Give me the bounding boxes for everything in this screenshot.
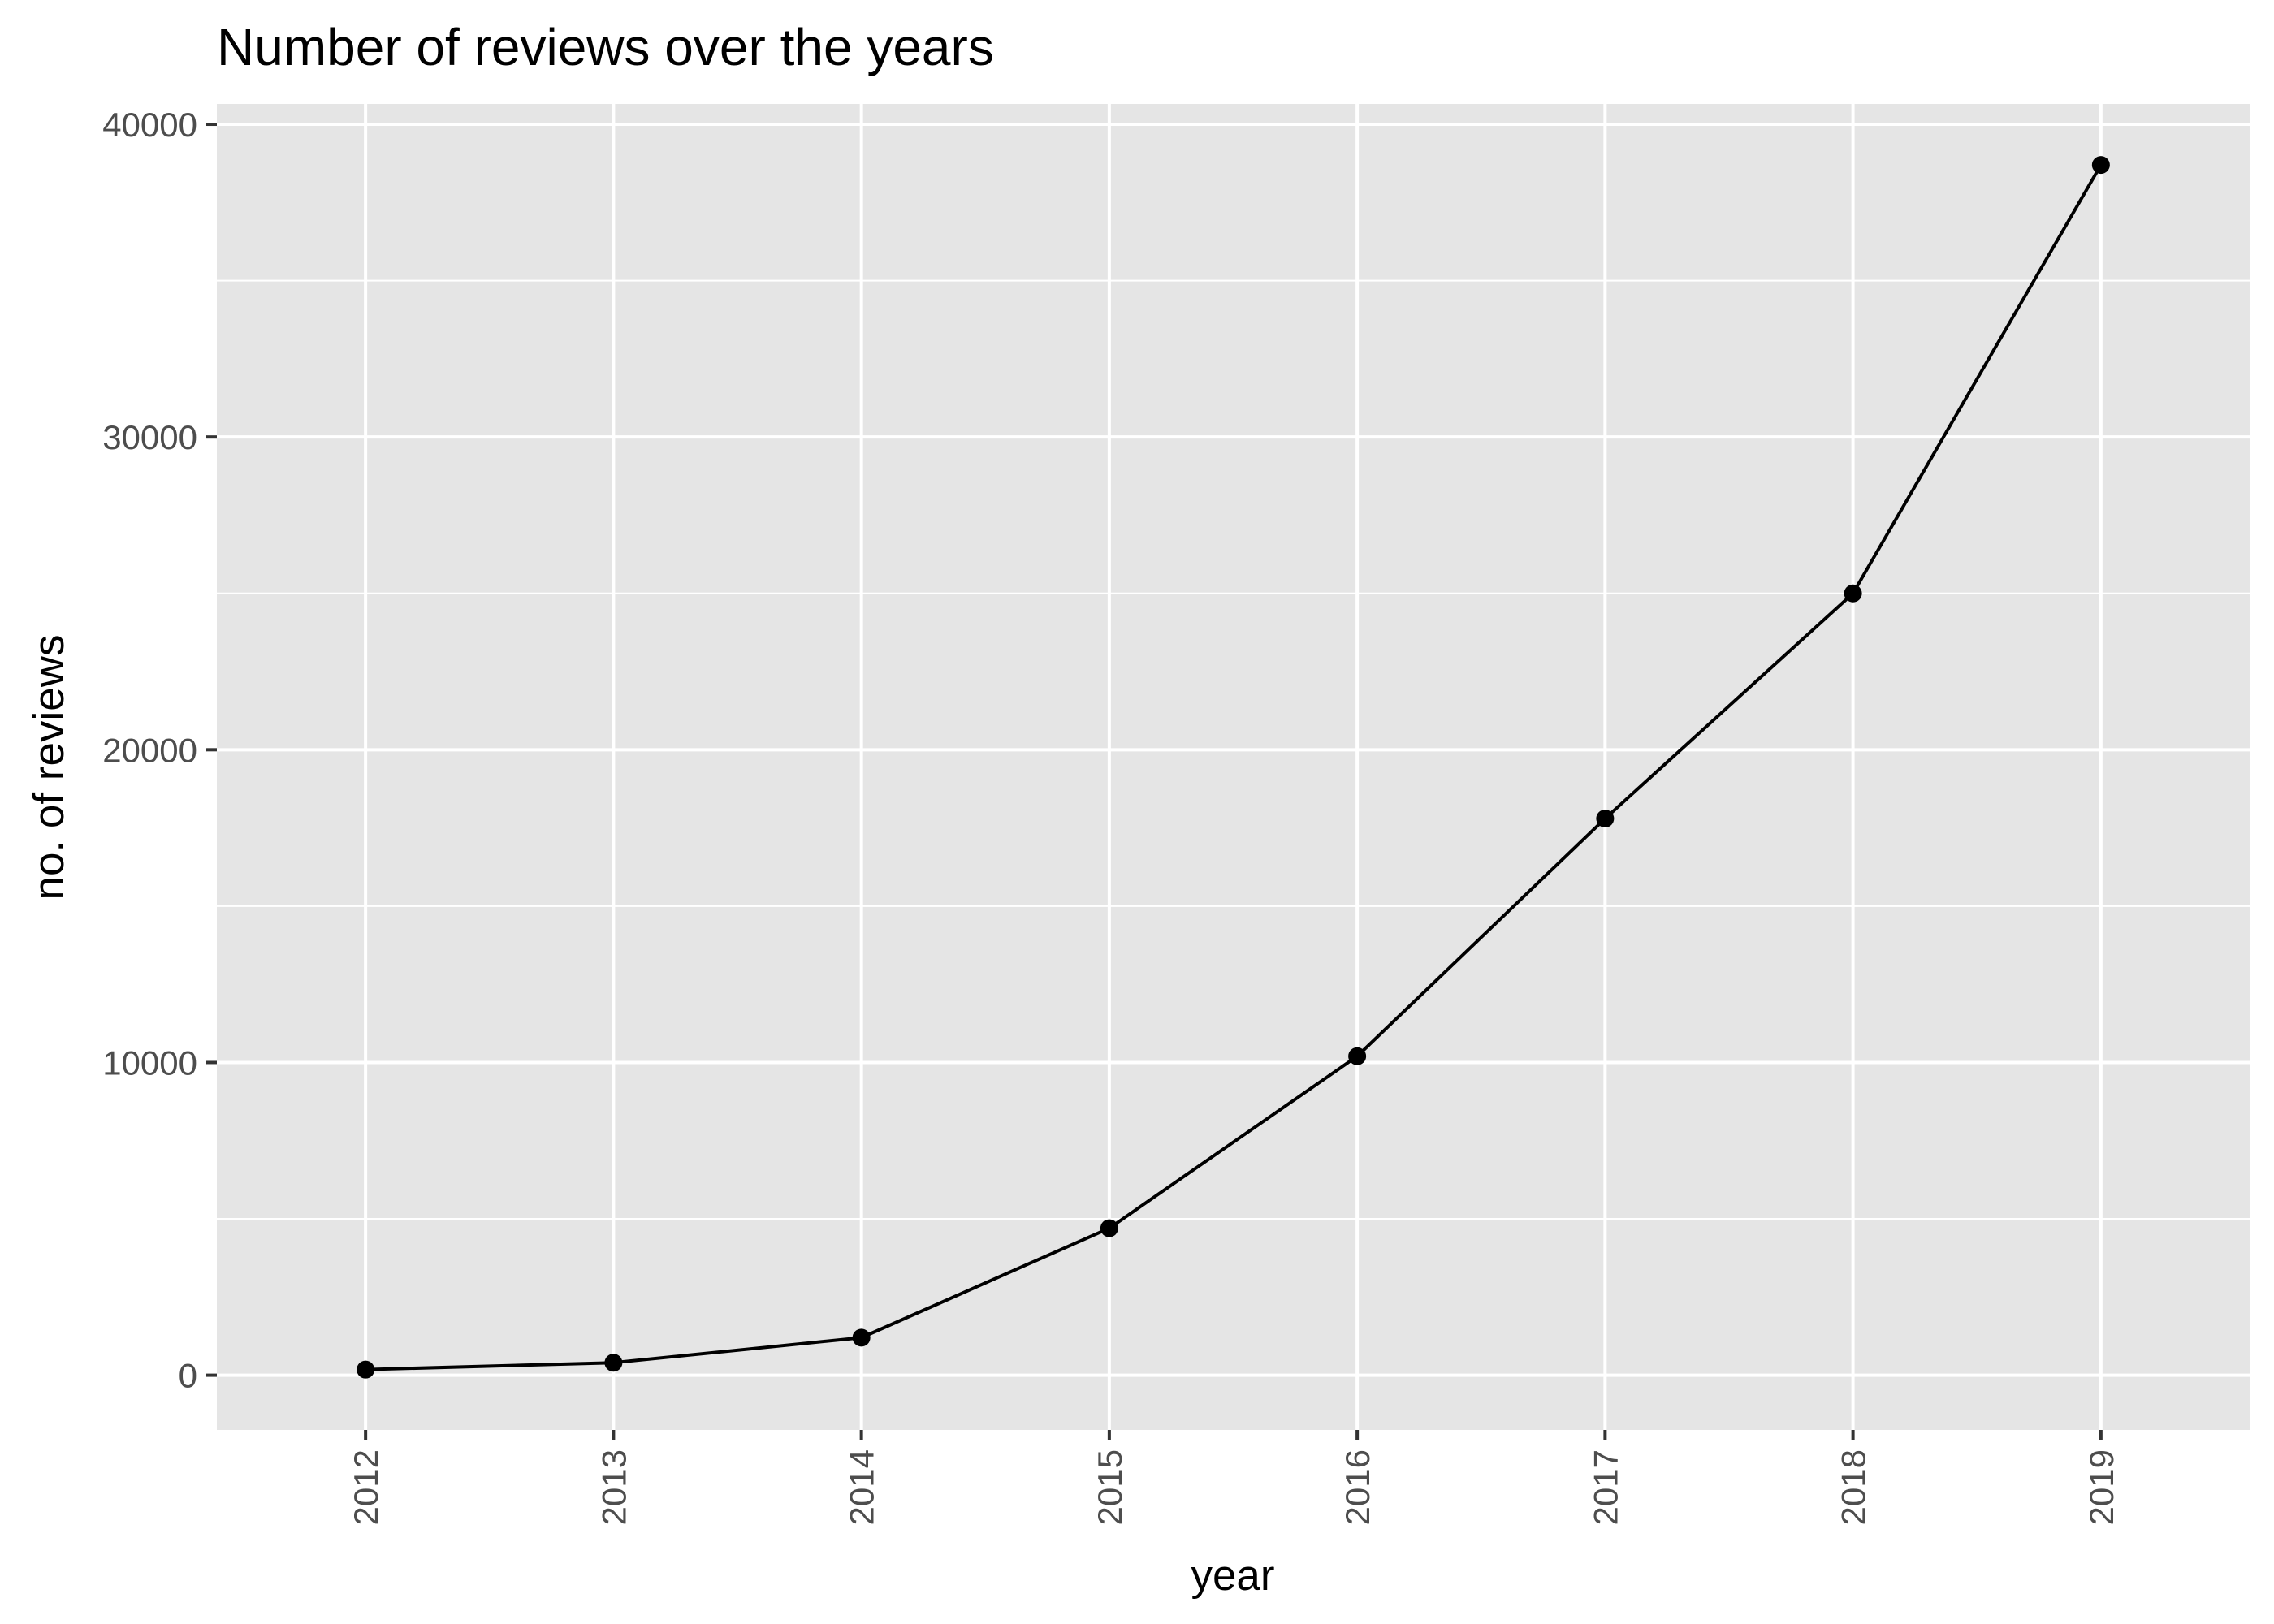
y-tick-labels: 0 10000 20000 30000 40000 xyxy=(102,106,197,1395)
data-point xyxy=(2091,156,2110,175)
plot-panel xyxy=(217,104,2250,1430)
y-tick-label: 0 xyxy=(179,1357,197,1395)
data-point xyxy=(604,1354,623,1372)
x-tick-label: 2015 xyxy=(1091,1449,1129,1525)
x-tick-label: 2019 xyxy=(2082,1449,2121,1525)
data-point xyxy=(1596,810,1615,828)
data-point xyxy=(357,1360,375,1379)
y-tick-label: 10000 xyxy=(102,1043,197,1082)
series-line xyxy=(365,164,2103,1371)
x-tick-label: 2016 xyxy=(1338,1449,1377,1525)
x-axis-title: year xyxy=(1191,1552,1274,1600)
data-point xyxy=(852,1328,871,1347)
chart-title: Number of reviews over the years xyxy=(217,18,994,76)
data-point xyxy=(1348,1047,1367,1065)
data-point xyxy=(1844,584,1862,603)
x-tick-label: 2012 xyxy=(347,1449,385,1525)
y-axis-title: no. of reviews xyxy=(25,635,73,901)
data-point xyxy=(1100,1219,1118,1237)
y-tick-label: 20000 xyxy=(102,731,197,769)
x-tick-label: 2014 xyxy=(843,1449,881,1525)
axis-ticks xyxy=(206,123,2103,1440)
y-tick-label: 30000 xyxy=(102,418,197,456)
y-tick-label: 40000 xyxy=(102,106,197,144)
x-tick-label: 2018 xyxy=(1835,1449,1873,1525)
x-tick-label: 2013 xyxy=(594,1449,633,1525)
x-tick-labels: 2012 2013 2014 2015 2016 2017 2018 2019 xyxy=(347,1449,2121,1525)
series-reviews xyxy=(357,156,2110,1379)
x-tick-label: 2017 xyxy=(1586,1449,1624,1525)
grid-lines xyxy=(217,104,2250,1430)
